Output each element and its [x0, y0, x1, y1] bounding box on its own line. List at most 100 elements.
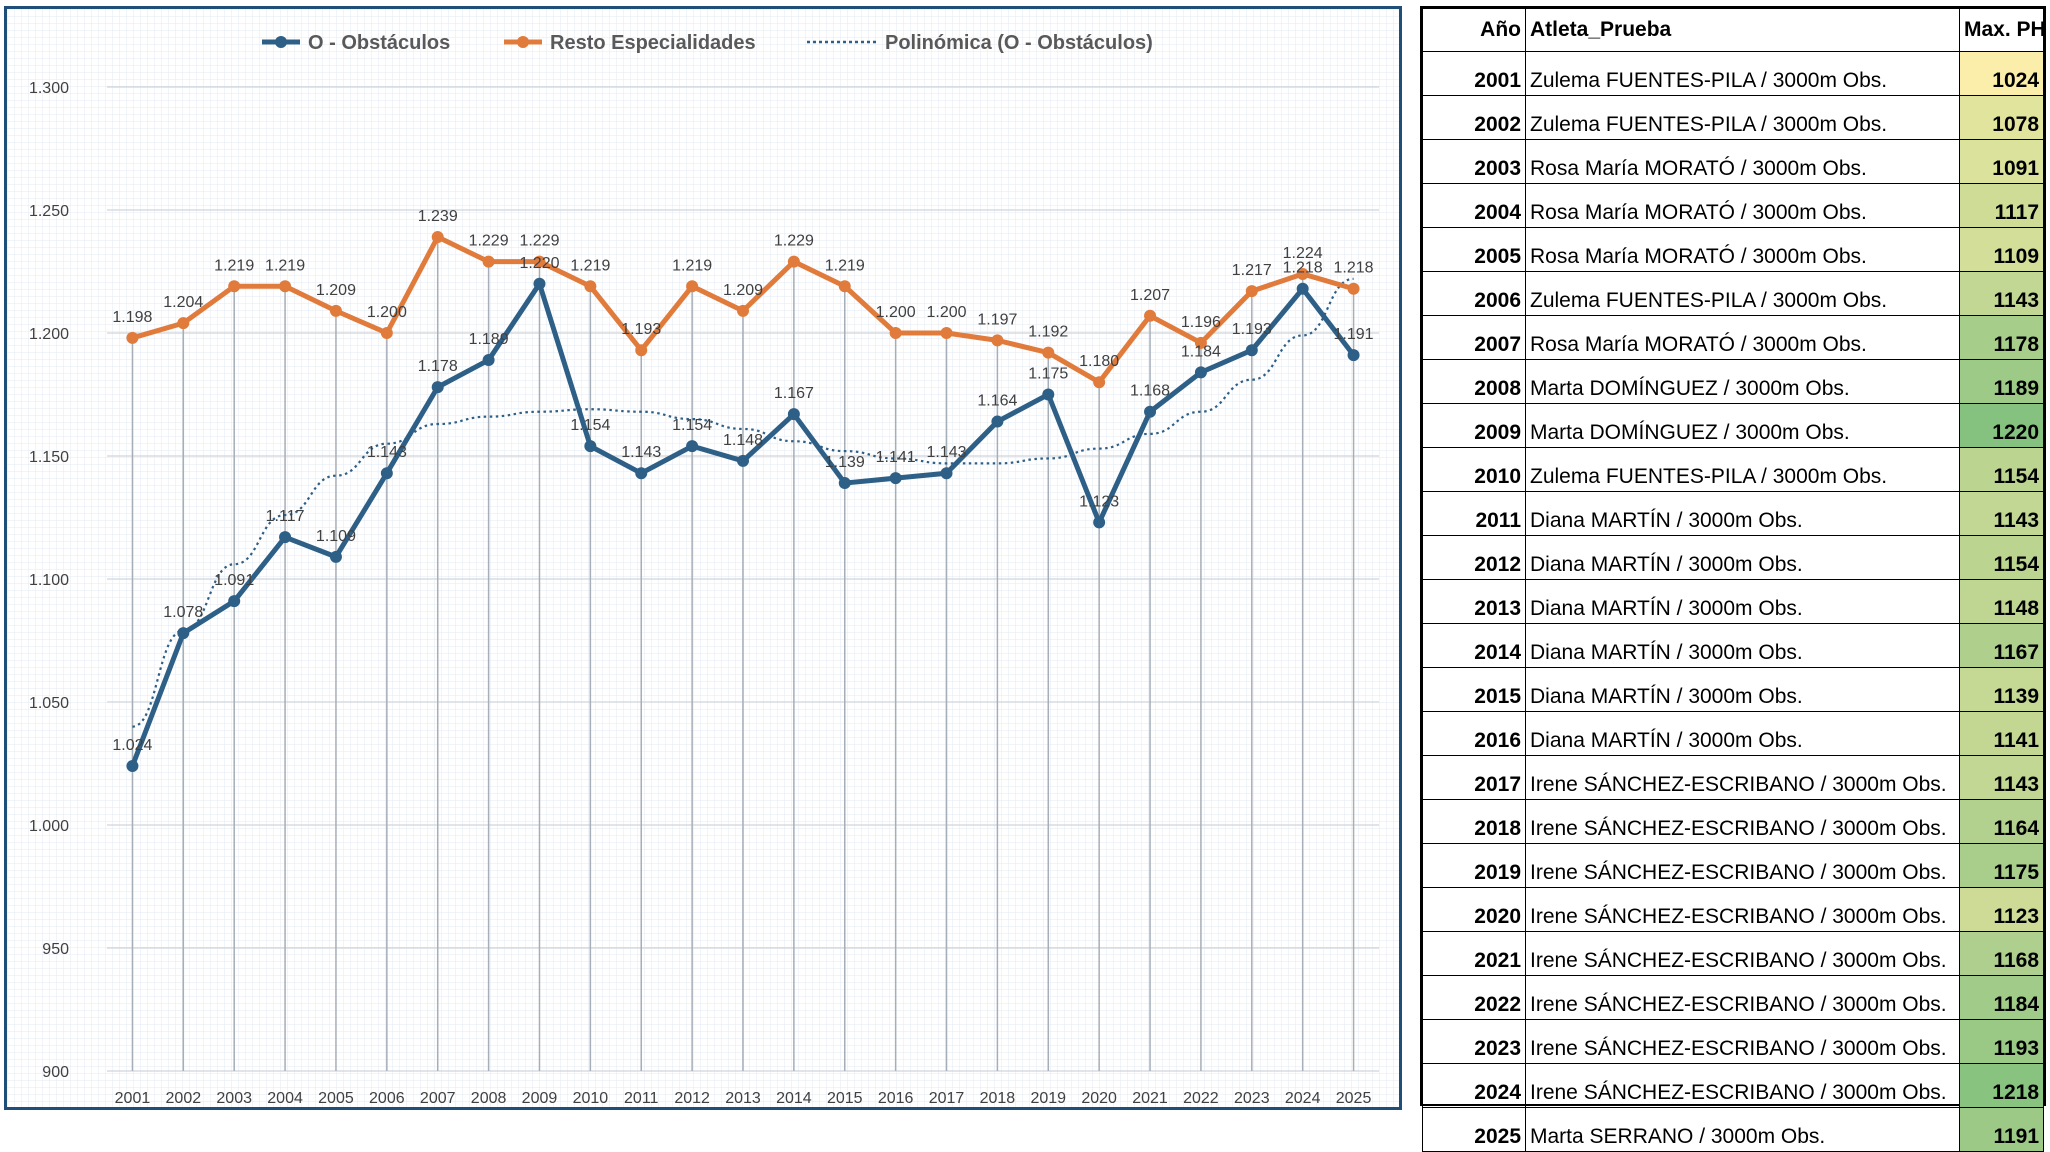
x-tick-label: 2020	[1081, 1090, 1117, 1107]
cell-year: 2022	[1422, 975, 1526, 1020]
data-label-1: 1.143	[621, 444, 661, 461]
legend-item-series-2: Resto Especialidades	[504, 32, 756, 54]
cell-max-ph: 1139	[1959, 667, 2044, 712]
y-tick-label: 950	[42, 941, 69, 958]
data-point-1	[787, 408, 800, 421]
series-layer	[126, 231, 1360, 772]
cell-max-ph: 1123	[1959, 887, 2044, 932]
x-tick-label: 2022	[1183, 1090, 1219, 1107]
x-tick-label: 2006	[369, 1090, 405, 1107]
data-point-1	[482, 354, 495, 367]
cell-year: 2002	[1422, 95, 1526, 140]
data-point-2	[1093, 376, 1106, 389]
x-axis: 2001 2002 2003 2004 2005 2006 2007 2008 2009 2010…	[115, 1090, 1372, 1107]
data-point-2	[177, 317, 190, 330]
data-point-2	[1042, 346, 1055, 359]
cell-max-ph: 1143	[1959, 755, 2044, 800]
data-label-2: 1.200	[876, 304, 916, 321]
cell-year: 2014	[1422, 623, 1526, 668]
data-label-2: 1.217	[1232, 262, 1272, 279]
data-point-2	[533, 255, 546, 268]
data-point-1	[686, 440, 699, 453]
data-label-2: 1.219	[570, 257, 610, 274]
data-label-2: 1.197	[977, 311, 1017, 328]
x-tick-label: 2007	[420, 1090, 456, 1107]
x-tick-label: 2003	[216, 1090, 252, 1107]
table-row: 2006 Zulema FUENTES-PILA / 3000m Obs. 1143	[1422, 271, 2044, 316]
table-row: 2001 Zulema FUENTES-PILA / 3000m Obs. 1024	[1422, 51, 2044, 96]
table-row: 2007 Rosa María MORATÓ / 3000m Obs. 1178	[1422, 315, 2044, 360]
header-year: Año	[1422, 8, 1526, 52]
cell-year: 2008	[1422, 359, 1526, 404]
cell-year: 2010	[1422, 447, 1526, 492]
data-label-1: 1.143	[926, 444, 966, 461]
data-point-2	[838, 280, 851, 293]
table-row: 2021 Irene SÁNCHEZ-ESCRIBANO / 3000m Obs.…	[1422, 931, 2044, 976]
cell-year: 2006	[1422, 271, 1526, 316]
data-point-2	[1144, 309, 1157, 322]
data-label-1: 1.091	[214, 572, 254, 589]
data-point-2	[737, 304, 749, 317]
cell-year: 2025	[1422, 1107, 1526, 1152]
cell-athlete: Irene SÁNCHEZ-ESCRIBANO / 3000m Obs.	[1525, 843, 1960, 888]
table-row: 2003 Rosa María MORATÓ / 3000m Obs. 1091	[1422, 139, 2044, 184]
x-tick-label: 2023	[1234, 1090, 1270, 1107]
cell-athlete: Irene SÁNCHEZ-ESCRIBANO / 3000m Obs.	[1525, 799, 1960, 844]
data-point-1	[533, 277, 546, 290]
y-tick-label: 1.250	[29, 203, 69, 220]
table-row: 2009 Marta DOMÍNGUEZ / 3000m Obs. 1220	[1422, 403, 2044, 448]
cell-year: 2018	[1422, 799, 1526, 844]
cell-year: 2020	[1422, 887, 1526, 932]
y-tick-label: 1.100	[29, 572, 69, 589]
x-tick-label: 2015	[827, 1090, 863, 1107]
cell-athlete: Rosa María MORATÓ / 3000m Obs.	[1525, 183, 1960, 228]
cell-athlete: Marta SERRANO / 3000m Obs.	[1525, 1107, 1960, 1152]
data-label-2: 1.239	[418, 208, 458, 225]
cell-year: 2001	[1422, 51, 1526, 96]
cell-max-ph: 1148	[1959, 579, 2044, 624]
data-label-2: 1.198	[112, 309, 152, 326]
data-label-1: 1.117	[266, 508, 305, 525]
x-tick-label: 2017	[929, 1090, 965, 1107]
data-label-2: 1.219	[825, 257, 865, 274]
data-label-1: 1.218	[1283, 260, 1323, 277]
data-table-panel: Año Atleta_Prueba Max. PH 2001 Zulema FUE…	[1420, 6, 2046, 1152]
x-tick-label: 2016	[878, 1090, 914, 1107]
x-tick-label: 2002	[166, 1090, 202, 1107]
data-point-1	[177, 627, 190, 640]
data-point-1	[889, 472, 902, 485]
data-point-1	[279, 531, 292, 544]
header-max-ph: Max. PH	[1959, 8, 2044, 52]
cell-max-ph: 1091	[1959, 139, 2044, 184]
y-axis: 900 950 1.000 1.050 1.100 1.150 1.200 1.250 1.30…	[29, 80, 69, 1081]
data-point-1	[1093, 516, 1106, 529]
cell-year: 2009	[1422, 403, 1526, 448]
table-row: 2016 Diana MARTÍN / 3000m Obs. 1141	[1422, 711, 2044, 756]
cell-max-ph: 1109	[1959, 227, 2044, 272]
data-point-1	[584, 440, 597, 453]
data-label-1: 1.123	[1079, 493, 1119, 510]
data-label-1: 1.024	[112, 737, 152, 754]
data-point-1	[1194, 366, 1207, 379]
data-point-2	[431, 231, 444, 244]
drop-lines	[131, 237, 1355, 1071]
y-tick-label: 1.150	[29, 449, 69, 466]
data-point-1	[635, 467, 648, 480]
x-tick-label: 2004	[267, 1090, 303, 1107]
cell-max-ph: 1141	[1959, 711, 2044, 756]
cell-athlete: Diana MARTÍN / 3000m Obs.	[1525, 491, 1960, 536]
table-row: 2011 Diana MARTÍN / 3000m Obs. 1143	[1422, 491, 2044, 536]
cell-year: 2017	[1422, 755, 1526, 800]
table-row: 2002 Zulema FUENTES-PILA / 3000m Obs. 1078	[1422, 95, 2044, 140]
table-row: 2025 Marta SERRANO / 3000m Obs. 1191	[1422, 1107, 2044, 1152]
data-point-1	[1296, 282, 1309, 295]
data-label-2: 1.229	[519, 233, 559, 250]
cell-athlete: Rosa María MORATÓ / 3000m Obs.	[1525, 315, 1960, 360]
cell-athlete: Rosa María MORATÓ / 3000m Obs.	[1525, 227, 1960, 272]
table-row: 2024 Irene SÁNCHEZ-ESCRIBANO / 3000m Obs.…	[1422, 1063, 2044, 1108]
cell-year: 2019	[1422, 843, 1526, 888]
table-row: 2012 Diana MARTÍN / 3000m Obs. 1154	[1422, 535, 2044, 580]
data-label-2: 1.229	[774, 233, 814, 250]
data-label-2: 1.200	[367, 304, 407, 321]
data-point-1	[1245, 344, 1258, 357]
